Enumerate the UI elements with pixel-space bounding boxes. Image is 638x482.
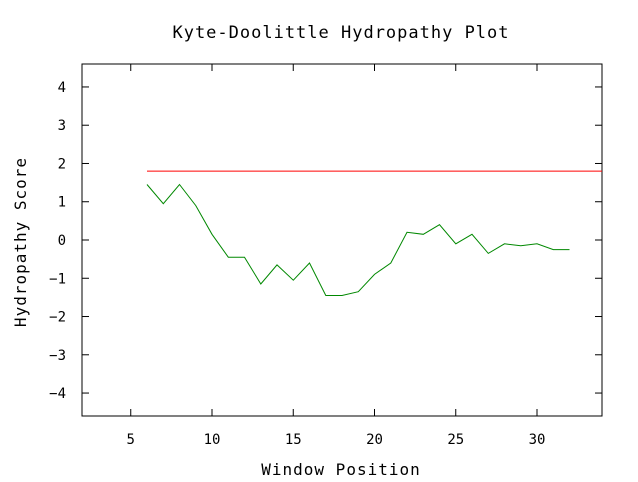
x-tick-label: 25 [447,432,464,448]
y-tick-label: −4 [49,386,66,402]
y-tick-label: −1 [49,271,66,287]
y-tick-label: −2 [49,310,66,326]
y-tick-label: 1 [58,195,66,211]
hydropathy-series-line [146,183,570,296]
plot-frame [81,63,603,417]
x-tick-label: 5 [127,432,135,448]
x-tick-label: 10 [204,432,221,448]
x-tick-label: 20 [366,432,383,448]
x-axis-label: Window Position [261,460,421,479]
y-tick-label: 3 [58,118,66,134]
series-layer [146,183,570,296]
y-axis-label: Hydropathy Score [11,157,30,327]
chart-title: Kyte-Doolittle Hydropathy Plot [172,23,509,43]
x-tick-label: 30 [529,432,546,448]
x-tick-label: 15 [285,432,302,448]
y-tick-label: 0 [58,233,66,249]
y-tick-label: −3 [49,348,66,364]
y-tick-label: 2 [58,156,66,172]
y-tick-label: 4 [58,80,66,96]
